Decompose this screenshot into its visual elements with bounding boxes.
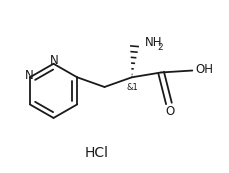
- Text: OH: OH: [194, 63, 212, 76]
- Text: N: N: [25, 69, 33, 82]
- Text: 2: 2: [156, 43, 162, 52]
- Text: NH: NH: [144, 36, 161, 49]
- Text: HCl: HCl: [85, 147, 109, 161]
- Text: &1: &1: [126, 83, 138, 92]
- Text: N: N: [50, 54, 59, 67]
- Text: O: O: [165, 105, 174, 118]
